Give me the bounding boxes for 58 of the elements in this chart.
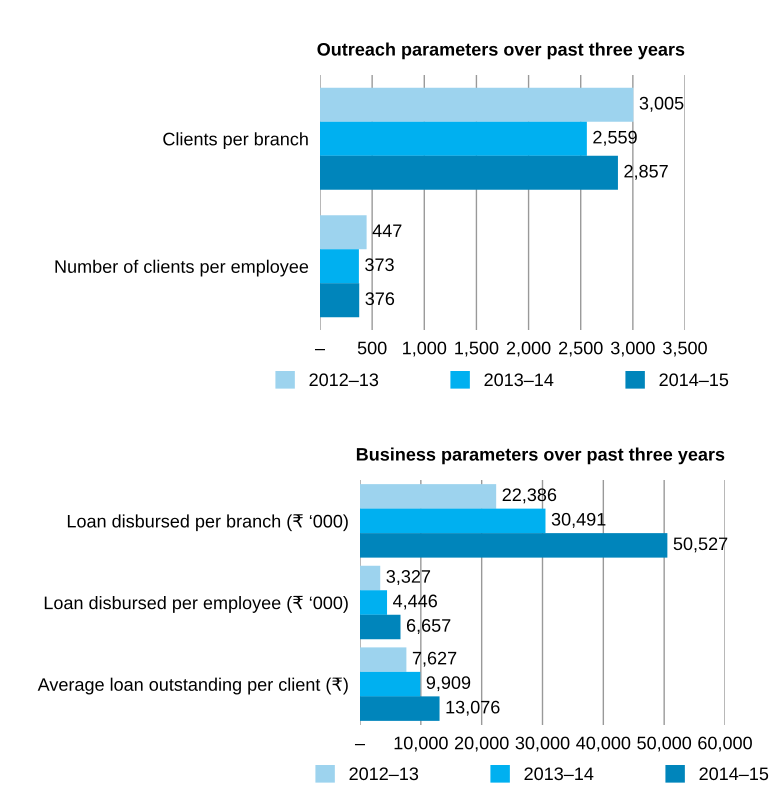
x-tick-label: 3,000 [610, 342, 655, 357]
data-label: 6,657 [406, 619, 450, 634]
x-tick-label: – [354, 744, 366, 746]
bar [360, 590, 388, 615]
x-tick-label: 1,500 [455, 342, 498, 357]
x-tick-label: 50,000 [637, 736, 692, 752]
bar [360, 647, 406, 672]
x-tick-label: – [314, 349, 326, 350]
x-tick-label: 30,000 [516, 736, 570, 752]
bar [320, 215, 367, 250]
bar [360, 508, 546, 534]
bar [360, 533, 668, 558]
bar [320, 283, 360, 318]
x-tick-label: 20,000 [454, 736, 509, 752]
y-tick-label: Loan disbursed per branch (₹ ‘000) [68, 514, 348, 532]
data-label: 3,005 [640, 96, 684, 112]
data-label: 13,076 [446, 700, 500, 716]
bar [360, 566, 380, 590]
legend-label: 2013–14 [484, 373, 554, 386]
x-tick-label: 2,500 [559, 342, 603, 357]
y-tick-label: Loan disbursed per employee (₹ ‘000) [44, 596, 348, 613]
data-label: 373 [365, 258, 394, 272]
legend-label: 2013–14 [524, 767, 594, 780]
x-tick-label: 2,000 [506, 342, 550, 357]
data-label: 7,627 [412, 652, 456, 667]
data-label: 2,559 [593, 130, 637, 146]
bar [360, 696, 440, 721]
legend-label: 2012–13 [310, 373, 378, 386]
data-label: 3,327 [386, 570, 430, 585]
x-tick-label: 1,000 [403, 342, 446, 357]
bar [320, 156, 618, 190]
x-tick-label: 10,000 [394, 736, 448, 752]
chart-title: Business parameters over past three years [356, 447, 724, 464]
legend-label: 2014–15 [700, 767, 768, 780]
bar [360, 484, 496, 509]
bar [360, 614, 400, 640]
x-tick-label: 500 [358, 342, 386, 354]
data-label: 4,446 [393, 594, 437, 610]
bar [360, 672, 420, 696]
x-tick-label: 3,500 [663, 342, 707, 357]
data-label: 30,491 [552, 512, 606, 528]
data-label: 50,527 [674, 537, 728, 552]
data-label: 9,909 [426, 676, 470, 692]
legend-label: 2014–15 [660, 373, 728, 386]
y-tick-label: Average loan outstanding per client (₹) [38, 678, 348, 694]
data-label: 376 [365, 292, 394, 306]
bar [320, 249, 359, 284]
data-label: 447 [372, 224, 402, 237]
bar [320, 88, 634, 122]
data-label: 2,857 [624, 164, 668, 180]
y-tick-label: Number of clients per employee [55, 260, 308, 277]
data-label: 22,386 [502, 488, 556, 504]
chart-title: Outreach parameters over past three years [317, 42, 684, 60]
y-tick-label: Clients per branch [163, 132, 308, 150]
legend-label: 2012–13 [350, 767, 418, 780]
x-tick-label: 40,000 [576, 736, 630, 752]
x-tick-label: 60,000 [698, 736, 752, 752]
bar [320, 122, 587, 156]
